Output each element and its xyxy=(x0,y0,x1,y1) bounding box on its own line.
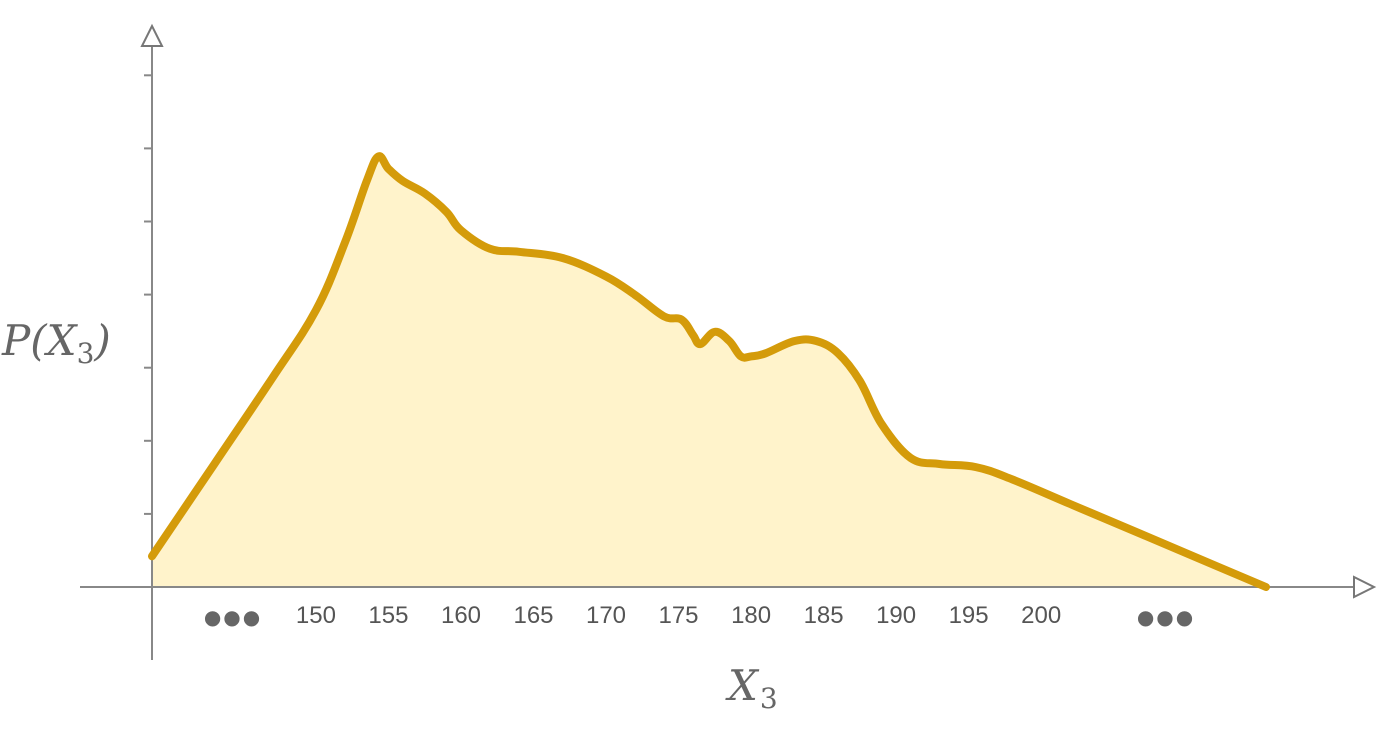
x-tick-label: 160 xyxy=(441,602,481,629)
x-tick-label: 165 xyxy=(513,602,553,629)
x-axis-ellipsis-right: ●●● xyxy=(1137,605,1195,629)
x-tick-label: 175 xyxy=(658,602,698,629)
x-tick-label: 150 xyxy=(296,602,336,629)
x-tick-label: 185 xyxy=(804,602,844,629)
x-axis-ellipsis-left: ●●● xyxy=(204,605,262,629)
density-curve-line xyxy=(148,152,1270,591)
x-tick-label: 200 xyxy=(1021,602,1061,629)
y-axis-label: P(X3) xyxy=(1,316,111,370)
x-tick-label: 155 xyxy=(368,602,408,629)
y-axis-arrow-icon xyxy=(140,23,164,47)
x-tick-label: 190 xyxy=(876,602,916,629)
density-area-fill xyxy=(152,156,1266,587)
x-tick-label: 195 xyxy=(949,602,989,629)
x-axis-arrow-icon xyxy=(1353,575,1377,599)
x-tick-label: 170 xyxy=(586,602,626,629)
x-axis-label: X3 xyxy=(725,661,778,715)
x-tick-label: 180 xyxy=(731,602,771,629)
